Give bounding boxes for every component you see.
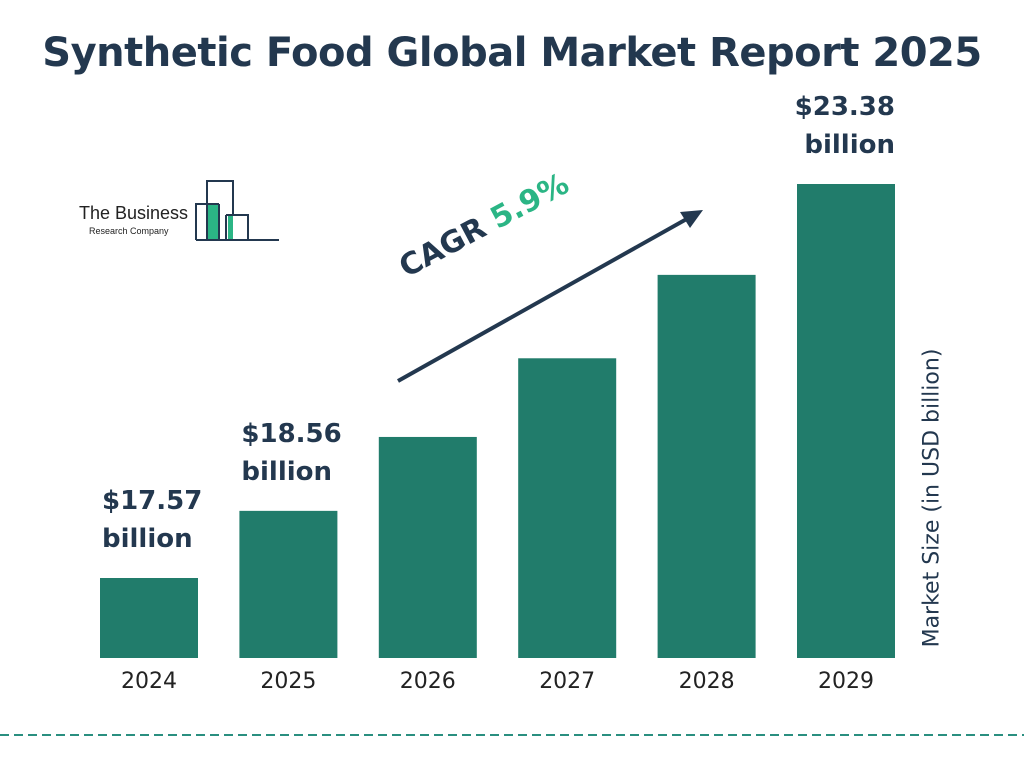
bar-2029 [797,184,895,658]
bar-2028 [657,274,756,658]
logo-bar-1 [208,204,218,240]
logo-bar-2 [228,216,233,240]
x-tick-label: 2028 [679,669,735,694]
bar-2025 [239,510,338,658]
bar-2024 [100,578,198,658]
data-label-line: billion [804,130,895,160]
x-tick-label: 2029 [818,669,874,694]
x-tick-label: 2026 [400,669,456,694]
logo-text-line2: Research Company [89,226,169,236]
logo-graphic [195,180,279,241]
data-label-line: billion [102,524,193,554]
bar-2027 [518,358,617,658]
x-tick-label: 2024 [121,669,177,694]
data-label-line: $17.57 [102,486,203,516]
data-label-line: $18.56 [241,418,342,449]
cagr-arrow [397,210,703,383]
logo-outline [195,180,279,241]
data-label-2024: $17.57 billion [102,482,202,558]
chart-title: Synthetic Food Global Market Report 2025 [42,30,982,76]
data-label-2029: $23.38 billion [795,88,895,164]
data-label-2025: $18.56 billion [241,415,341,491]
logo-text-line1: The Business [79,203,189,223]
data-label-line: billion [241,456,333,487]
x-tick-label: 2025 [260,669,316,694]
x-tick-label: 2027 [539,669,595,694]
bar-2026 [378,436,477,658]
data-label-line: $23.38 [794,92,895,122]
y-axis-label: Market Size (in USD billion) [919,348,945,648]
